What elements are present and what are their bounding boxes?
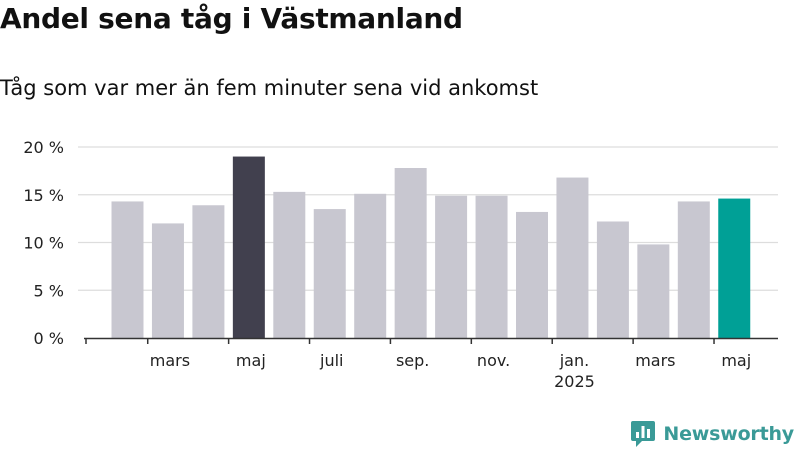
- bar: [677, 201, 710, 338]
- bar: [273, 191, 306, 338]
- chart-title: Andel sena tåg i Västmanland: [0, 2, 463, 35]
- bar: [475, 195, 508, 338]
- bar: [596, 221, 629, 338]
- x-tick-year-label: 2025: [554, 372, 595, 391]
- x-tick-label: maj: [236, 351, 266, 370]
- bar: [232, 156, 265, 338]
- bar: [394, 168, 427, 338]
- bar: [556, 177, 589, 338]
- bar: [111, 201, 144, 338]
- bar: [516, 211, 548, 338]
- bar: [637, 244, 670, 338]
- bar: [192, 205, 225, 338]
- chart-subtitle: Tåg som var mer än fem minuter sena vid …: [0, 76, 539, 100]
- y-tick-label: 10 %: [23, 234, 64, 253]
- brand-name: Newsworthy: [663, 423, 794, 445]
- x-tick-label: jan.: [559, 351, 589, 370]
- y-tick-label: 5 %: [34, 281, 64, 300]
- newsworthy-logo: Newsworthy: [630, 420, 794, 448]
- newsworthy-logo-icon: [631, 421, 656, 447]
- x-tick-label: mars: [635, 351, 675, 370]
- bar: [435, 195, 468, 338]
- x-tick-label: sep.: [396, 351, 429, 370]
- y-tick-label: 20 %: [23, 138, 64, 157]
- y-tick-label: 15 %: [23, 186, 64, 205]
- bar: [151, 223, 184, 338]
- x-tick-label: juli: [319, 351, 343, 370]
- x-tick-label: mars: [150, 351, 190, 370]
- bar: [313, 209, 346, 338]
- x-tick-label: maj: [721, 351, 751, 370]
- bar: [718, 198, 751, 338]
- y-tick-label: 0 %: [34, 329, 64, 348]
- x-tick-label: nov.: [477, 351, 510, 370]
- bar: [354, 193, 387, 338]
